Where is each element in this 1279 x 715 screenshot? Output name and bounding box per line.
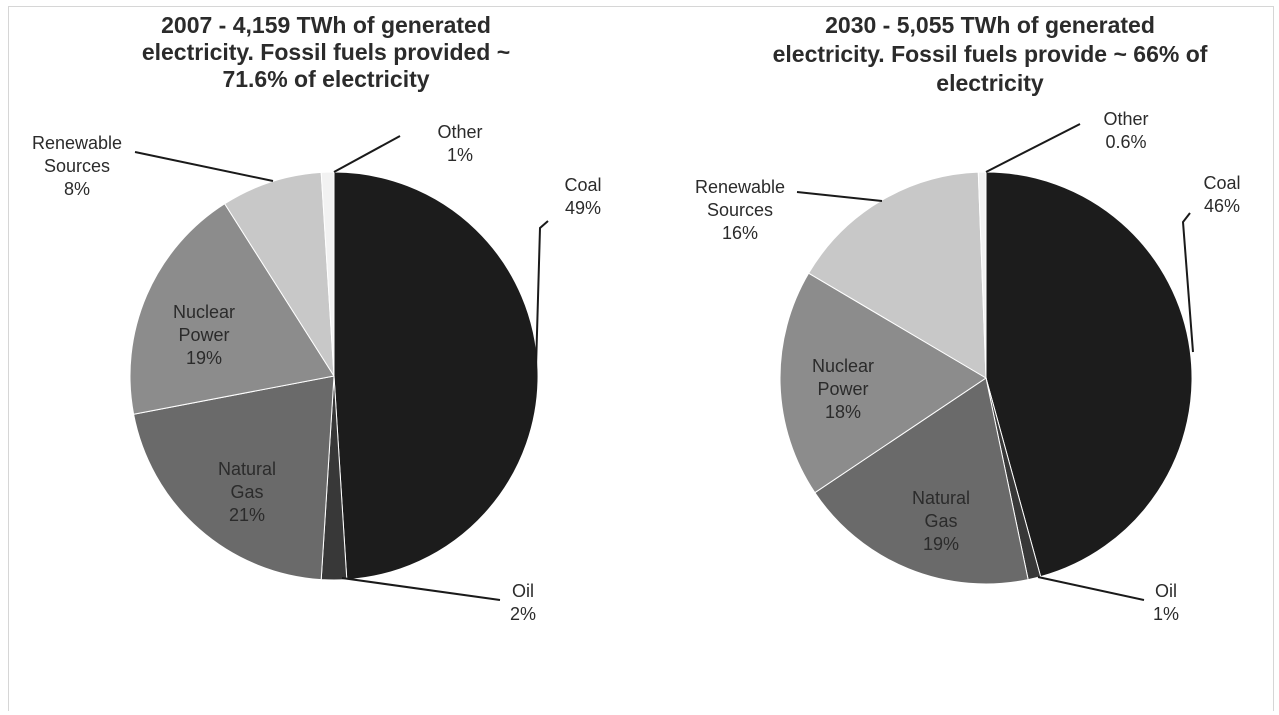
slice-label-line: Power: [178, 325, 229, 345]
slice-label-nuclear-power: Nuclear Power 19%: [173, 302, 235, 368]
slice-label-line: Nuclear: [812, 356, 874, 376]
slice-label-line: Sources: [707, 200, 773, 220]
slice-label-line: 21%: [229, 505, 265, 525]
leader-line-coal: [535, 220, 549, 369]
chart-title-line: electricity. Fossil fuels provide ~ 66% …: [773, 41, 1208, 67]
slice-label-coal: Coal 46%: [1203, 173, 1240, 216]
slice-label-oil: Oil 2%: [510, 581, 536, 624]
slice-label-line: 49%: [565, 198, 601, 218]
leader-line-other: [985, 123, 1081, 173]
pie-chart-2: 2030 - 5,055 TWh of generated electricity…: [695, 12, 1241, 624]
slice-label-coal: Coal 49%: [564, 175, 601, 218]
slice-label-line: Renewable: [32, 133, 122, 153]
pie-slice-nuclear-power: [129, 203, 335, 415]
slice-label-renewable-sources: Renewable Sources 8%: [32, 133, 122, 199]
leader-line-other: [333, 135, 401, 173]
pie-chart-1: 2007 - 4,159 TWh of generated electricity…: [32, 12, 602, 624]
slice-label-line: 0.6%: [1105, 132, 1146, 152]
slice-label-line: 19%: [186, 348, 222, 368]
chart-title-line: 71.6% of electricity: [222, 66, 429, 92]
chart-frame: [8, 6, 1274, 711]
chart-title: 2030 - 5,055 TWh of generated electricity…: [773, 12, 1208, 96]
slice-label-line: Oil: [512, 581, 534, 601]
leader-line-coal: [1181, 212, 1194, 353]
slice-label-line: 1%: [447, 145, 473, 165]
leader-line-oil: [1037, 576, 1145, 601]
slice-label-line: Other: [437, 122, 482, 142]
slice-label-nuclear-power: Nuclear Power 18%: [812, 356, 874, 422]
slice-label-line: Nuclear: [173, 302, 235, 322]
slice-label-line: 8%: [64, 179, 90, 199]
slice-label-line: 2%: [510, 604, 536, 624]
slice-label-line: 18%: [825, 402, 861, 422]
slice-label-other: Other 0.6%: [1103, 109, 1148, 152]
chart-title: 2007 - 4,159 TWh of generated electricity…: [142, 12, 510, 92]
slice-label-line: Oil: [1155, 581, 1177, 601]
leader-line-renewable-sources: [134, 151, 274, 182]
pie-slice-other: [977, 171, 987, 379]
slice-label-line: 1%: [1153, 604, 1179, 624]
slice-label-line: Natural: [912, 488, 970, 508]
slice-label-natural-gas: Natural Gas 19%: [912, 488, 970, 554]
pie-slice-natural-gas: [814, 377, 1029, 585]
slice-label-line: 19%: [923, 534, 959, 554]
pie-slice-coal: [985, 171, 1193, 578]
slice-label-line: Sources: [44, 156, 110, 176]
pie-slice-natural-gas: [133, 375, 335, 581]
pie-slice-other: [320, 171, 335, 377]
slice-label-other: Other 1%: [437, 122, 482, 165]
leader-line-oil: [341, 577, 501, 601]
chart-title-line: 2007 - 4,159 TWh of generated: [161, 12, 491, 38]
slice-label-line: Gas: [230, 482, 263, 502]
slice-label-line: Other: [1103, 109, 1148, 129]
slice-label-line: Natural: [218, 459, 276, 479]
slice-label-line: Renewable: [695, 177, 785, 197]
chart-title-line: electricity. Fossil fuels provided ~: [142, 39, 510, 65]
leader-line-renewable-sources: [796, 191, 883, 202]
pie-slice-coal: [333, 171, 539, 581]
slice-label-renewable-sources: Renewable Sources 16%: [695, 177, 785, 243]
slice-label-line: 16%: [722, 223, 758, 243]
chart-title-line: 2030 - 5,055 TWh of generated: [825, 12, 1155, 38]
slice-label-line: Gas: [924, 511, 957, 531]
pie-slice-nuclear-power: [779, 272, 987, 494]
slice-label-oil: Oil 1%: [1153, 581, 1179, 624]
slice-label-line: 46%: [1204, 196, 1240, 216]
slice-label-line: Coal: [1203, 173, 1240, 193]
slice-label-line: Coal: [564, 175, 601, 195]
pie-slice-renewable-sources: [223, 171, 335, 377]
slice-label-natural-gas: Natural Gas 21%: [218, 459, 276, 525]
slice-label-line: Power: [817, 379, 868, 399]
chart-title-line: electricity: [936, 70, 1044, 96]
